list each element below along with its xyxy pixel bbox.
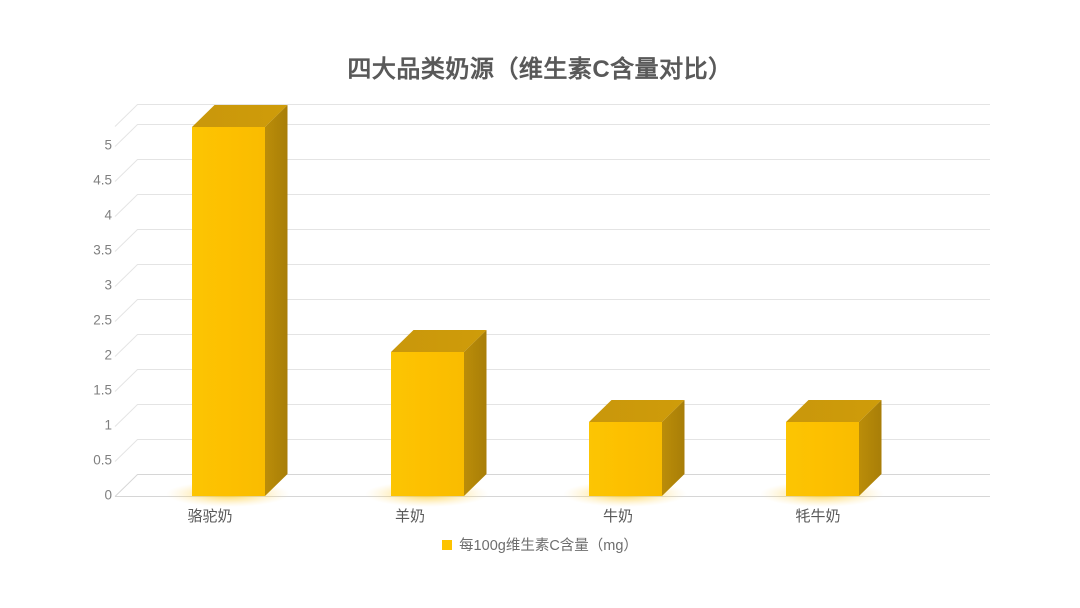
legend-swatch-icon <box>442 539 453 550</box>
y-tick-label: 3 <box>104 277 112 293</box>
y-tick-label: 1.5 <box>93 382 112 398</box>
x-tick-label-yak-milk: 牦牛奶 <box>795 508 841 525</box>
axis-lines <box>114 474 990 497</box>
x-tick-label-cow-milk: 牛奶 <box>602 508 634 525</box>
y-tick-label: 4.5 <box>93 172 112 188</box>
legend-item-vitamin-c[interactable]: 每100g维生素C含量（mg） <box>442 534 638 555</box>
x-tick-label-camel-milk: 骆驼奶 <box>187 508 233 525</box>
y-axis: 5 4.5 4 3.5 3 2.5 2 1.5 1 0.5 0 <box>60 0 112 608</box>
bar-cow-milk[interactable] <box>563 400 687 507</box>
bar-yak-milk[interactable] <box>760 400 884 507</box>
y-tick-label: 4 <box>104 207 112 223</box>
y-tick-label: 2 <box>104 347 112 363</box>
y-tick-label: 0 <box>104 487 112 503</box>
chart-title: 四大品类奶源（维生素C含量对比） <box>347 56 733 83</box>
y-tick-label: 0.5 <box>93 452 112 468</box>
y-tick-label: 1 <box>104 417 112 433</box>
y-tick-label: 2.5 <box>93 312 112 328</box>
chart-legend: 每100g维生素C含量（mg） <box>0 534 1080 555</box>
x-tick-label-goat-milk: 羊奶 <box>394 508 426 525</box>
y-tick-label: 3.5 <box>93 242 112 258</box>
legend-item-label: 每100g维生素C含量（mg） <box>459 538 638 554</box>
x-axis: 骆驼奶 羊奶 牛奶 牦牛奶 <box>0 505 1080 531</box>
gridlines <box>114 104 990 462</box>
y-tick-label: 5 <box>104 137 112 153</box>
bar-camel-milk[interactable] <box>166 105 290 507</box>
bar-goat-milk[interactable] <box>365 330 489 507</box>
